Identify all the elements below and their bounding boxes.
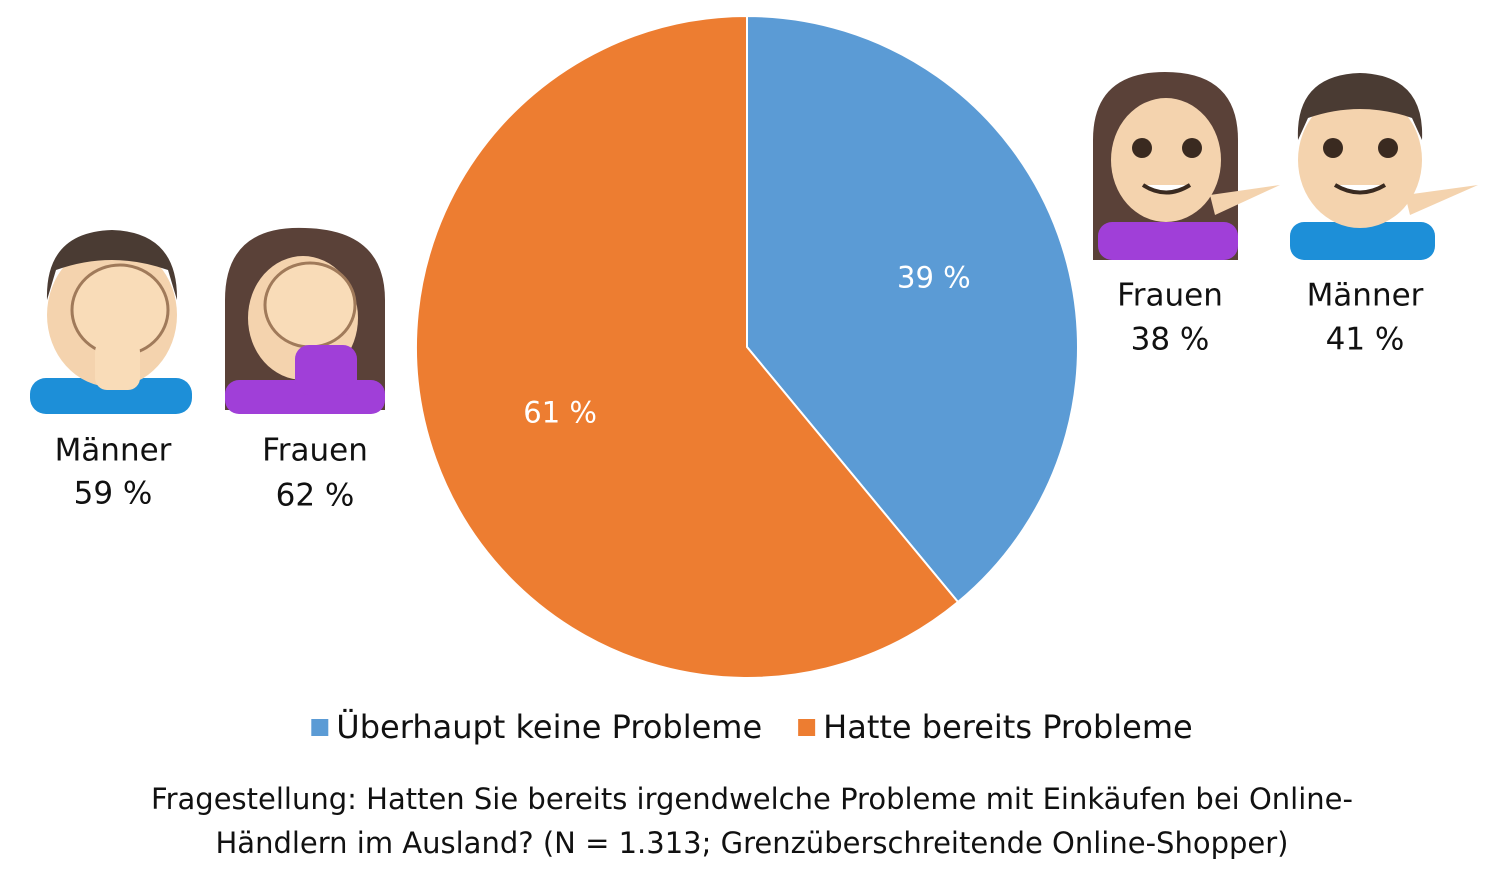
- emoji-man-shrug: [1290, 73, 1478, 260]
- slice-label: 61 %: [523, 395, 597, 429]
- pie: 39 % 61 %: [416, 16, 1078, 678]
- page: 39 % 61 % Männer 59 % Frauen 62 % Frauen: [0, 0, 1491, 870]
- legend-label: Überhaupt keine Probleme: [336, 708, 762, 746]
- emoji-woman-facepalm: [225, 228, 385, 414]
- legend-swatch: [798, 719, 815, 736]
- legend-swatch: [311, 719, 328, 736]
- annotation-share: 38 %: [1131, 322, 1210, 358]
- chart: 39 % 61 % Männer 59 % Frauen 62 % Frauen: [0, 0, 1491, 870]
- legend-label: Hatte bereits Probleme: [823, 708, 1193, 746]
- annotation-group: Frauen: [1117, 278, 1223, 314]
- emoji-woman-shrug: [1093, 72, 1280, 260]
- annotation-share: 41 %: [1326, 322, 1405, 358]
- annotation-group: Männer: [55, 433, 172, 469]
- caption-line: Fragestellung: Hatten Sie bereits irgend…: [151, 782, 1353, 816]
- annotation-group: Männer: [1307, 278, 1424, 314]
- annotation-share: 59 %: [74, 476, 153, 512]
- slice-label: 39 %: [897, 261, 971, 295]
- caption-line: Händlern im Ausland? (N = 1.313; Grenzüb…: [216, 826, 1289, 860]
- legend: Überhaupt keine Probleme Hatte bereits Pr…: [311, 708, 1192, 746]
- emoji-man-facepalm: [30, 230, 192, 414]
- annotation-share: 62 %: [276, 478, 355, 514]
- annotation-group: Frauen: [262, 433, 368, 469]
